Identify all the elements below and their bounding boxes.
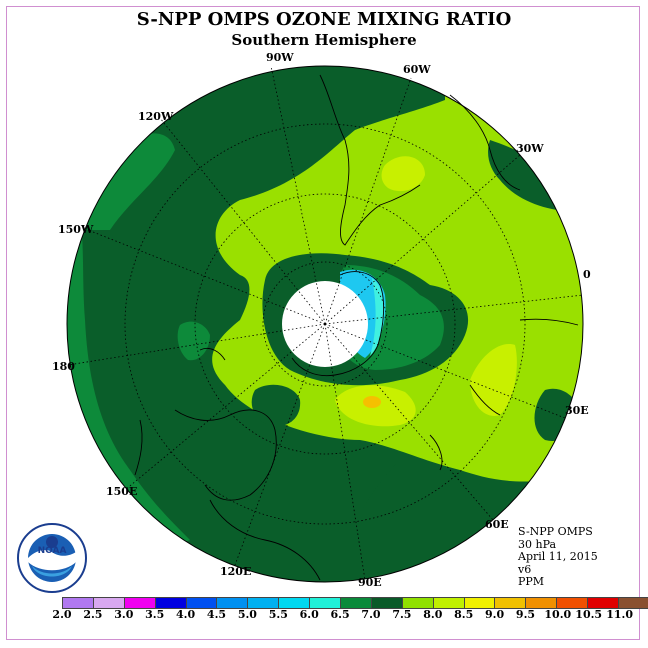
lon-label-0: 0 [583, 268, 591, 281]
lon-label-90e: 90E [358, 576, 382, 589]
colorbar-tick-label: 4.0 [176, 608, 196, 621]
colorbar-tick-label: 6.5 [330, 608, 350, 621]
colorbar-tick-label: 7.0 [361, 608, 381, 621]
figure-frame [6, 6, 640, 640]
colorbar-tick-label: 9.5 [515, 608, 536, 621]
colorbar-tick-label: 10.0 [544, 608, 572, 621]
info-units: PPM [518, 575, 545, 588]
colorbar-swatch-10 [371, 598, 403, 608]
colorbar-swatch-2 [124, 598, 156, 608]
lon-label-30w: 30W [516, 142, 544, 155]
colorbar-swatch-15 [526, 598, 558, 608]
colorbar-tick-label: 2.0 [52, 608, 72, 621]
colorbar-tick-label: 9.0 [485, 608, 505, 621]
colorbar-tick-label: 3.5 [145, 608, 165, 621]
info-product: S-NPP OMPS [518, 525, 593, 538]
colorbar-swatch-16 [557, 598, 589, 608]
info-level: 30 hPa [518, 537, 557, 551]
colorbar-swatch-1 [93, 598, 125, 608]
colorbar-swatch-11 [402, 598, 434, 608]
colorbar-swatch-9 [341, 598, 372, 608]
colorbar-tick-label: 6.0 [299, 608, 319, 621]
colorbar-tick-label: 10.5 [575, 608, 603, 621]
colorbar-swatch-17 [588, 598, 620, 608]
lon-label-120w: 120W [138, 110, 174, 123]
info-version: v6 [518, 562, 532, 576]
colorbar-swatch-6 [248, 598, 280, 608]
colorbar-ticks: 2.0 2.5 3.0 3.5 4.0 4.5 5.0 5.5 6.0 6.5 7.0 7.5 8.0 8… [52, 608, 633, 622]
lon-label-150e: 150E [106, 485, 137, 498]
colorbar-swatch-8 [310, 598, 342, 608]
colorbar-swatch-18 [619, 598, 648, 608]
lon-label-120e: 120E [220, 565, 251, 578]
noaa-logo: NOAA [16, 522, 88, 599]
colorbar-swatch-0 [63, 598, 94, 608]
colorbar-swatch-4 [186, 598, 218, 608]
colorbar-swatch-5 [217, 598, 249, 608]
lon-label-60w: 60W [403, 63, 431, 76]
lon-label-150w: 150W [58, 223, 94, 236]
map-title: S-NPP OMPS OZONE MIXING RATIO [136, 9, 512, 30]
colorbar-swatch-13 [464, 598, 496, 608]
colorbar-tick-label: 8.5 [454, 608, 474, 621]
colorbar-swatch-3 [155, 598, 187, 608]
info-date: April 11, 2015 [518, 550, 598, 563]
colorbar-tick-label: 7.5 [392, 608, 412, 621]
colorbar-swatch-12 [433, 598, 465, 608]
colorbar-tick-label: 8.0 [423, 608, 443, 621]
colorbar-swatch-7 [279, 598, 311, 608]
colorbar-tick-label: 5.5 [268, 608, 288, 621]
lon-label-60e: 60E [485, 518, 509, 531]
colorbar-tick-label: 5.0 [237, 608, 257, 621]
colorbar-tick-label: 2.5 [83, 608, 103, 621]
lon-label-180: 180 [52, 360, 75, 373]
colorbar-tick-label: 4.5 [206, 608, 227, 621]
product-info: S-NPP OMPS 30 hPa April 11, 2015 v6 PPM [518, 525, 598, 589]
logo-text: NOAA [38, 546, 67, 556]
lon-label-30e: 30E [565, 404, 589, 417]
colorbar-tick-label: 3.0 [114, 608, 134, 621]
map-subtitle: Southern Hemisphere [231, 31, 417, 49]
lon-label-90w: 90W [266, 51, 294, 64]
coastlines [134, 74, 579, 581]
colorbar [62, 597, 648, 609]
colorbar-swatch-14 [495, 598, 527, 608]
graticule [67, 65, 584, 581]
colorbar-tick-label: 11.0 [606, 608, 633, 621]
